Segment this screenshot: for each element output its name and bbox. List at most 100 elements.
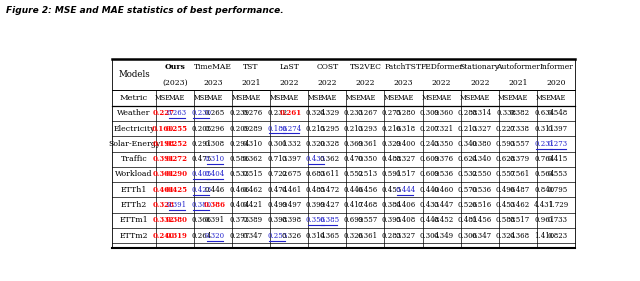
Text: 0.517: 0.517 <box>396 171 415 178</box>
Text: 0.308: 0.308 <box>205 140 225 148</box>
Text: MAE: MAE <box>474 94 490 102</box>
Text: 0.280: 0.280 <box>396 109 415 117</box>
Text: 0.400: 0.400 <box>396 140 415 148</box>
Text: 0.326: 0.326 <box>281 232 301 240</box>
Text: 0.289: 0.289 <box>243 124 263 133</box>
Text: 0.462: 0.462 <box>243 186 263 194</box>
Text: 0.470: 0.470 <box>344 155 364 163</box>
Text: 0.350: 0.350 <box>357 155 378 163</box>
Text: 0.332: 0.332 <box>281 140 301 148</box>
Text: 0.455: 0.455 <box>381 186 402 194</box>
Text: 0.373: 0.373 <box>229 216 250 225</box>
Text: 2022: 2022 <box>356 79 375 87</box>
Text: 0.764: 0.764 <box>534 155 554 163</box>
Text: Informer: Informer <box>539 63 573 71</box>
Text: 0.401: 0.401 <box>152 186 174 194</box>
Text: 0.327: 0.327 <box>396 155 415 163</box>
Text: 0.499: 0.499 <box>268 201 287 209</box>
Text: 0.683: 0.683 <box>305 171 326 178</box>
Text: 2021: 2021 <box>241 79 261 87</box>
Text: 0.557: 0.557 <box>509 140 530 148</box>
Text: 0.722: 0.722 <box>268 171 287 178</box>
Text: 0.368: 0.368 <box>509 232 530 240</box>
Text: 0.415: 0.415 <box>548 155 568 163</box>
Text: 0.496: 0.496 <box>496 186 516 194</box>
Text: Metric: Metric <box>120 94 148 102</box>
Text: 2020: 2020 <box>546 79 566 87</box>
Text: 0.326: 0.326 <box>344 232 364 240</box>
Text: 0.456: 0.456 <box>357 186 378 194</box>
Text: Models: Models <box>118 71 150 80</box>
Text: 0.297: 0.297 <box>229 232 250 240</box>
Text: 0.588: 0.588 <box>496 216 516 225</box>
Text: 0.397: 0.397 <box>281 155 301 163</box>
Text: 0.366: 0.366 <box>191 216 211 225</box>
Text: 0.296: 0.296 <box>205 124 225 133</box>
Text: 0.291: 0.291 <box>191 140 211 148</box>
Text: Figure 2: MSE and MAE statistics of best performance.: Figure 2: MSE and MAE statistics of best… <box>6 6 284 15</box>
Text: 0.472: 0.472 <box>319 186 339 194</box>
Text: MSE: MSE <box>193 94 209 102</box>
Text: 0.321: 0.321 <box>433 124 454 133</box>
Text: 0.452: 0.452 <box>433 216 454 225</box>
Text: MSE: MSE <box>307 94 324 102</box>
Text: 0.362: 0.362 <box>243 155 263 163</box>
Text: MAE: MAE <box>435 94 452 102</box>
Text: MSE: MSE <box>269 94 285 102</box>
Text: 0.338: 0.338 <box>510 124 530 133</box>
Text: 0.347: 0.347 <box>472 232 492 240</box>
Text: 0.205: 0.205 <box>191 124 211 133</box>
Text: 0.301: 0.301 <box>268 140 287 148</box>
Text: MSE: MSE <box>460 94 476 102</box>
Text: 0.609: 0.609 <box>420 155 440 163</box>
Text: 0.276: 0.276 <box>243 109 263 117</box>
Text: 0.231: 0.231 <box>534 140 554 148</box>
Text: MAE: MAE <box>169 94 185 102</box>
Text: 0.233: 0.233 <box>344 109 364 117</box>
Text: MAE: MAE <box>550 94 566 102</box>
Text: 0.461: 0.461 <box>281 186 301 194</box>
Text: 0.408: 0.408 <box>396 216 415 225</box>
Text: MAE: MAE <box>207 94 223 102</box>
Text: 0.272: 0.272 <box>166 155 188 163</box>
Text: 0.611: 0.611 <box>319 171 339 178</box>
Text: 0.324: 0.324 <box>496 232 516 240</box>
Text: 0.536: 0.536 <box>472 186 492 194</box>
Text: 0.350: 0.350 <box>433 140 454 148</box>
Text: 0.356: 0.356 <box>305 216 326 225</box>
Text: 1.410: 1.410 <box>534 232 554 240</box>
Text: 0.329: 0.329 <box>319 109 339 117</box>
Text: 0.227: 0.227 <box>152 109 174 117</box>
Text: 0.361: 0.361 <box>357 232 378 240</box>
Text: 0.517: 0.517 <box>509 216 530 225</box>
Text: 0.389: 0.389 <box>243 216 263 225</box>
Text: 0.332: 0.332 <box>152 216 174 225</box>
Text: 0.395: 0.395 <box>381 216 402 225</box>
Text: 0.327: 0.327 <box>472 124 492 133</box>
Text: 0.481: 0.481 <box>458 216 478 225</box>
Text: 0.328: 0.328 <box>152 201 174 209</box>
Text: 0.216: 0.216 <box>381 124 402 133</box>
Text: TS2VEC: TS2VEC <box>349 63 381 71</box>
Text: 0.243: 0.243 <box>420 140 440 148</box>
Text: MAE: MAE <box>511 94 528 102</box>
Text: 0.295: 0.295 <box>319 124 339 133</box>
Text: ETTh1: ETTh1 <box>121 186 147 194</box>
Text: MAE: MAE <box>359 94 376 102</box>
Text: 0.404: 0.404 <box>205 171 225 178</box>
Text: TimeMAE: TimeMAE <box>194 63 232 71</box>
Text: 0.557: 0.557 <box>496 171 516 178</box>
Text: 0.624: 0.624 <box>458 155 478 163</box>
Text: 0.207: 0.207 <box>420 124 440 133</box>
Text: 0.252: 0.252 <box>166 140 188 148</box>
Text: 0.713: 0.713 <box>268 155 287 163</box>
Text: 0.386: 0.386 <box>204 201 226 209</box>
Text: 4.431: 4.431 <box>534 201 554 209</box>
Text: 0.338: 0.338 <box>496 109 516 117</box>
Text: MSE: MSE <box>536 94 552 102</box>
Text: 0.404: 0.404 <box>229 201 250 209</box>
Text: 0.591: 0.591 <box>381 171 402 178</box>
Text: 0.304: 0.304 <box>420 232 440 240</box>
Text: ETTh2: ETTh2 <box>121 201 147 209</box>
Text: 2022: 2022 <box>470 79 490 87</box>
